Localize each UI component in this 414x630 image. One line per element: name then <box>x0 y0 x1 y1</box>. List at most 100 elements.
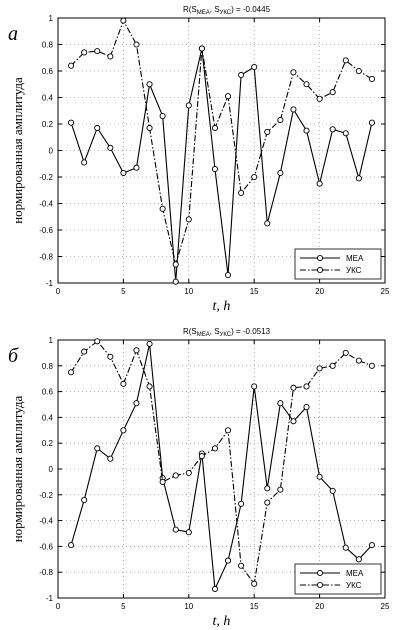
data-point <box>355 175 362 182</box>
data-point <box>146 81 153 88</box>
data-point <box>290 106 297 113</box>
legend-box <box>294 563 382 595</box>
y-tick-label: 1 <box>49 336 54 345</box>
y-tick-label: 0.8 <box>42 362 54 371</box>
data-point <box>211 165 219 173</box>
data-point <box>238 500 245 507</box>
data-point <box>329 487 336 494</box>
legend: МЕА УКС <box>294 563 382 595</box>
panel-label: б <box>8 345 19 367</box>
data-point <box>133 164 140 171</box>
y-axis-label: нормированная амплитуда <box>10 395 25 542</box>
data-point <box>94 48 101 55</box>
legend-box <box>294 248 382 280</box>
data-point <box>264 485 271 492</box>
y-tick-label: -0.4 <box>39 200 53 209</box>
x-tick-label: 20 <box>315 602 324 611</box>
data-point <box>316 473 323 480</box>
data-point <box>368 75 375 82</box>
data-point <box>133 347 140 354</box>
plot-frame <box>57 339 386 599</box>
data-point <box>303 404 310 411</box>
x-tick-label: 5 <box>121 602 126 611</box>
data-point <box>290 69 297 76</box>
data-point <box>251 580 258 587</box>
data-point <box>81 49 88 56</box>
data-point <box>107 353 114 360</box>
data-point <box>94 338 101 345</box>
legend-label: МЕА <box>346 254 364 263</box>
data-point <box>94 445 101 452</box>
chart-panel-2: 0 5 10 15 20 25 -1 -0.8 -0.6 -0.4 -0.2 0 0.2 0.4 0.6 0.… <box>8 327 390 629</box>
data-point <box>81 348 88 355</box>
y-tick-label: -0.6 <box>39 542 53 551</box>
data-point <box>133 400 140 407</box>
y-tick-label: 0.6 <box>42 67 54 76</box>
data-point <box>107 144 114 151</box>
data-point <box>342 130 349 137</box>
data-point <box>316 365 323 372</box>
x-tick-label: 25 <box>381 287 390 296</box>
data-point <box>329 362 336 369</box>
data-point <box>159 113 166 120</box>
data-point <box>224 427 232 434</box>
data-point <box>368 362 375 369</box>
legend-marker <box>316 581 324 589</box>
data-point <box>251 63 258 71</box>
data-point <box>211 124 219 132</box>
y-tick-label: -1 <box>46 279 54 288</box>
data-point <box>185 469 192 476</box>
data-point <box>120 169 127 177</box>
data-point <box>211 585 219 593</box>
x-tick-label: 0 <box>56 287 61 296</box>
legend-label: УКС <box>346 581 362 590</box>
data-point <box>146 340 153 347</box>
chart-title: R(SMEA, SУКС) = -0.0513 <box>183 327 271 338</box>
data-point <box>198 453 205 460</box>
data-point <box>342 544 349 551</box>
plot-frame <box>57 17 386 284</box>
y-tick-label: -0.8 <box>39 568 53 577</box>
legend-marker <box>316 254 324 262</box>
y-tick-label: 0.2 <box>42 120 54 129</box>
data-point <box>303 383 310 390</box>
y-tick-label: -0.2 <box>39 491 53 500</box>
y-axis-label: нормированная амплитуда <box>10 77 25 224</box>
data-point <box>303 81 310 88</box>
y-tick-label: 1 <box>49 14 54 23</box>
data-point <box>342 349 349 356</box>
data-point <box>94 124 101 132</box>
data-point <box>198 45 205 52</box>
data-point <box>172 472 179 479</box>
data-point <box>238 71 245 79</box>
data-point <box>355 67 362 75</box>
data-point <box>68 119 75 126</box>
x-tick-label: 10 <box>184 287 193 296</box>
data-point <box>185 529 192 536</box>
y-tick-label: 0 <box>49 147 54 156</box>
y-tick-label: -0.6 <box>39 226 53 235</box>
series-line-uks <box>70 19 373 267</box>
y-tick-label: 0.4 <box>42 413 54 422</box>
data-point <box>224 557 232 564</box>
data-point <box>146 383 153 390</box>
data-point <box>81 159 88 166</box>
data-point <box>251 383 258 390</box>
data-point <box>68 369 75 376</box>
data-point <box>355 556 362 563</box>
data-point <box>238 562 245 569</box>
data-point <box>224 271 232 279</box>
data-point <box>159 478 166 485</box>
data-point <box>120 380 127 387</box>
y-tick-label: 0.8 <box>42 41 54 50</box>
series-line-mea <box>70 48 373 282</box>
data-point <box>342 57 349 64</box>
data-point <box>316 95 323 102</box>
data-point <box>264 220 271 227</box>
data-point <box>277 169 284 177</box>
data-point <box>277 486 284 493</box>
data-point <box>107 53 114 60</box>
data-point <box>120 17 127 24</box>
data-point <box>329 89 336 96</box>
y-tick-label: 0.4 <box>42 94 54 103</box>
